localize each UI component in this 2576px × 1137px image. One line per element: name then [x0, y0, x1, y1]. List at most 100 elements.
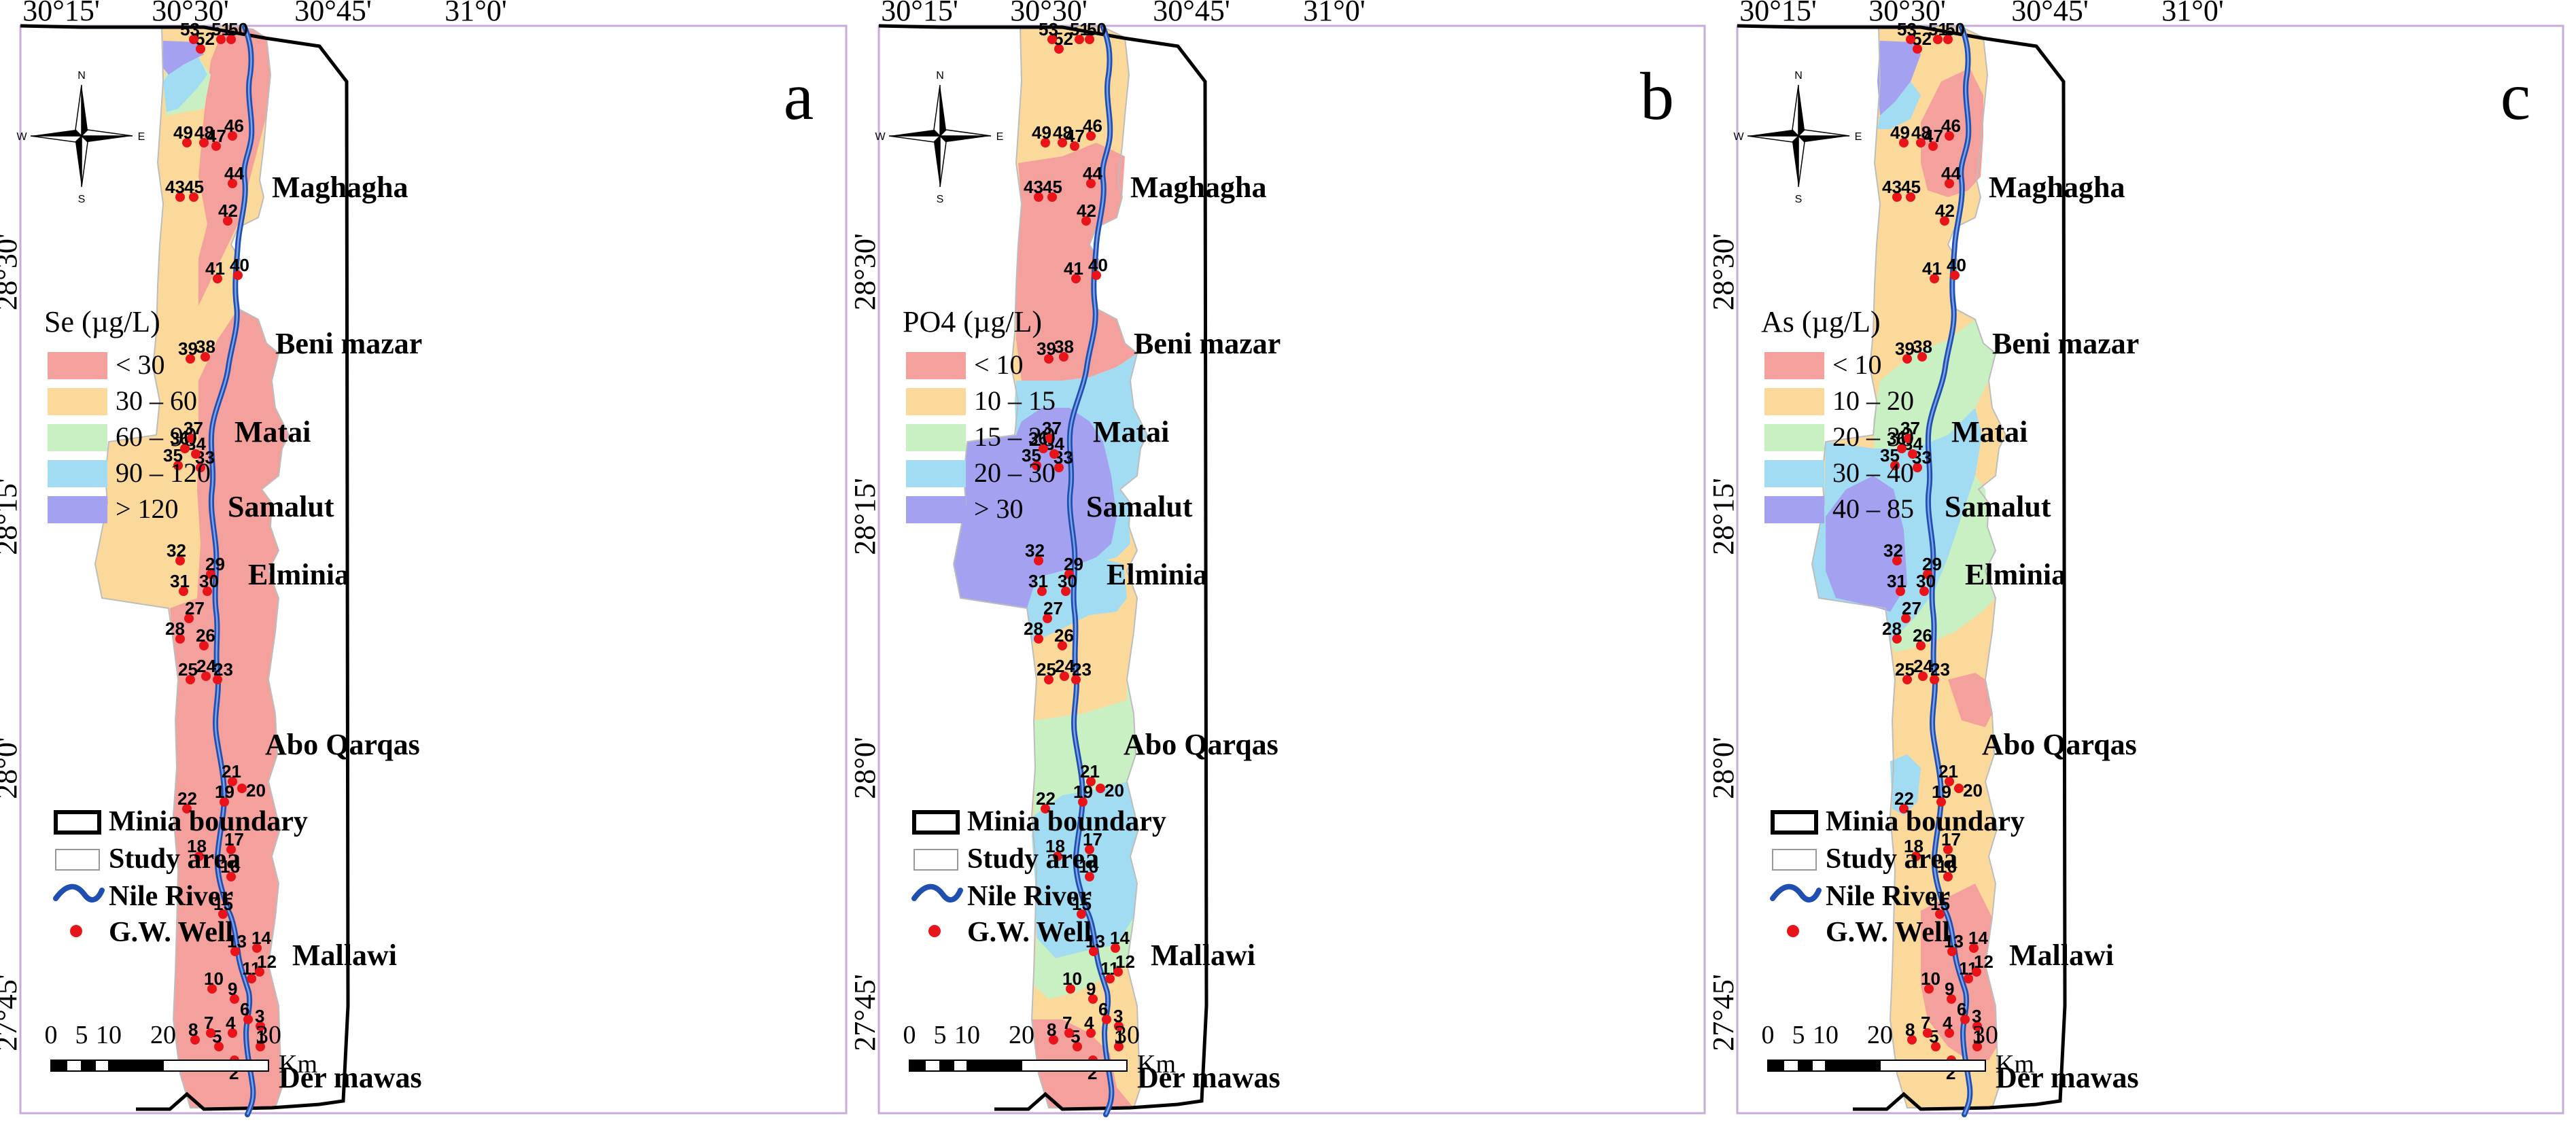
- well-point[interactable]: [1047, 192, 1057, 202]
- well-point[interactable]: [1954, 784, 1964, 793]
- well-point[interactable]: [220, 797, 229, 807]
- well-point[interactable]: [1945, 1028, 1954, 1038]
- well-point[interactable]: [1085, 35, 1094, 44]
- well-point[interactable]: [175, 192, 185, 202]
- well-point[interactable]: [1071, 274, 1081, 283]
- well-point[interactable]: [1943, 845, 1953, 854]
- well-point[interactable]: [1945, 179, 1954, 188]
- well-point[interactable]: [1073, 1042, 1082, 1051]
- well-point[interactable]: [1918, 671, 1928, 681]
- well-point[interactable]: [1923, 1028, 1932, 1038]
- well-point[interactable]: [186, 354, 195, 364]
- well-point[interactable]: [1114, 1042, 1124, 1051]
- well-point[interactable]: [1917, 352, 1927, 362]
- well-point[interactable]: [1089, 947, 1098, 956]
- well-point[interactable]: [1078, 797, 1087, 807]
- well-point[interactable]: [1053, 852, 1062, 861]
- well-point[interactable]: [1075, 35, 1084, 44]
- well-point[interactable]: [1943, 35, 1953, 44]
- well-point[interactable]: [191, 449, 201, 459]
- well-point[interactable]: [1049, 449, 1059, 459]
- well-point[interactable]: [1081, 216, 1091, 226]
- well-point[interactable]: [1972, 1042, 1982, 1051]
- well-point[interactable]: [1058, 641, 1067, 650]
- well-point[interactable]: [182, 804, 192, 814]
- well-point[interactable]: [243, 1015, 253, 1024]
- well-point[interactable]: [1044, 354, 1054, 364]
- well-point[interactable]: [228, 131, 237, 141]
- well-point[interactable]: [1059, 352, 1068, 362]
- well-point[interactable]: [1923, 570, 1932, 579]
- well-point[interactable]: [1085, 845, 1094, 854]
- well-point[interactable]: [1034, 556, 1043, 565]
- well-point[interactable]: [237, 784, 247, 793]
- well-point[interactable]: [207, 984, 217, 994]
- well-point[interactable]: [1950, 270, 1960, 280]
- well-point[interactable]: [255, 967, 264, 977]
- well-point[interactable]: [1943, 872, 1953, 881]
- well-point[interactable]: [187, 434, 196, 443]
- well-point[interactable]: [1077, 909, 1086, 919]
- well-point[interactable]: [230, 947, 240, 956]
- well-point[interactable]: [1897, 444, 1907, 453]
- well-point[interactable]: [1904, 434, 1913, 443]
- well-point[interactable]: [1913, 44, 1922, 54]
- well-point[interactable]: [1945, 777, 1954, 786]
- well-point[interactable]: [1039, 444, 1048, 453]
- well-point[interactable]: [1902, 354, 1912, 364]
- well-point[interactable]: [211, 141, 221, 151]
- well-point[interactable]: [247, 974, 256, 983]
- well-point[interactable]: [216, 35, 226, 44]
- well-point[interactable]: [1933, 35, 1943, 44]
- well-point[interactable]: [182, 138, 192, 147]
- well-point[interactable]: [194, 852, 204, 861]
- well-point[interactable]: [1037, 587, 1047, 596]
- well-point[interactable]: [1916, 138, 1926, 147]
- well-point[interactable]: [1088, 994, 1098, 1004]
- well-point[interactable]: [1928, 141, 1938, 151]
- well-point[interactable]: [1086, 131, 1096, 141]
- well-point[interactable]: [1899, 804, 1909, 814]
- well-point[interactable]: [1086, 777, 1096, 786]
- well-point[interactable]: [1931, 1042, 1940, 1051]
- well-point[interactable]: [180, 444, 190, 453]
- well-point[interactable]: [223, 216, 232, 226]
- well-point[interactable]: [186, 675, 195, 684]
- well-point[interactable]: [1947, 947, 1957, 956]
- well-point[interactable]: [196, 44, 205, 54]
- well-point[interactable]: [1945, 131, 1954, 141]
- well-point[interactable]: [196, 463, 205, 472]
- well-point[interactable]: [252, 943, 262, 953]
- well-point[interactable]: [1890, 461, 1900, 470]
- well-point[interactable]: [201, 671, 211, 681]
- well-point[interactable]: [1032, 461, 1041, 470]
- well-point[interactable]: [1896, 587, 1905, 596]
- well-point[interactable]: [1034, 192, 1043, 202]
- well-point[interactable]: [226, 35, 236, 44]
- well-point[interactable]: [199, 641, 209, 650]
- well-point[interactable]: [1924, 984, 1934, 994]
- well-point[interactable]: [206, 1028, 215, 1038]
- well-point[interactable]: [1935, 909, 1945, 919]
- well-point[interactable]: [1047, 35, 1057, 44]
- well-point[interactable]: [228, 1028, 237, 1038]
- well-point[interactable]: [1049, 1035, 1058, 1045]
- well-point[interactable]: [1054, 463, 1064, 472]
- well-point[interactable]: [213, 274, 222, 283]
- well-point[interactable]: [1964, 974, 1973, 983]
- well-point[interactable]: [1919, 587, 1929, 596]
- well-point[interactable]: [1034, 634, 1043, 644]
- well-point[interactable]: [1930, 274, 1939, 283]
- well-point[interactable]: [1906, 35, 1915, 44]
- well-point[interactable]: [1044, 675, 1054, 684]
- well-point[interactable]: [1086, 179, 1096, 188]
- well-point[interactable]: [1045, 434, 1055, 443]
- well-point[interactable]: [1086, 1028, 1096, 1038]
- well-point[interactable]: [228, 777, 237, 786]
- well-point[interactable]: [1071, 675, 1081, 684]
- well-point[interactable]: [1972, 967, 1981, 977]
- well-point[interactable]: [1064, 1028, 1074, 1038]
- well-point[interactable]: [175, 556, 185, 565]
- well-point[interactable]: [189, 192, 198, 202]
- well-point[interactable]: [189, 35, 198, 44]
